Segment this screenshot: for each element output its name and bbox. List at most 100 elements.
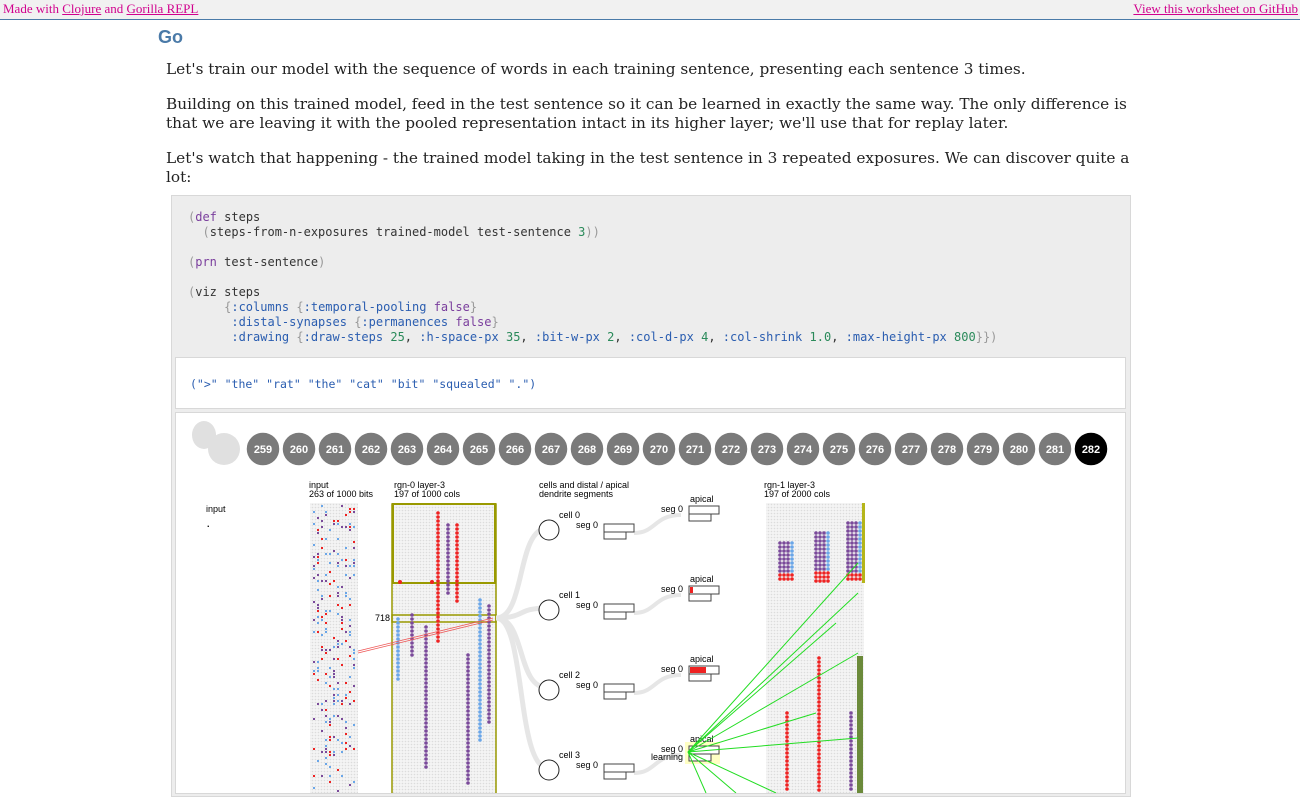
timestep-263[interactable]: 263	[389, 431, 425, 467]
timestep-274[interactable]: 274	[785, 431, 821, 467]
timestep-265[interactable]: 265	[461, 431, 497, 467]
timestep-label: 282	[1082, 444, 1100, 456]
input-bits-layer[interactable]	[310, 503, 358, 793]
seg-label: seg 0	[576, 600, 598, 610]
timestep-label: 261	[326, 444, 344, 456]
timestep-266[interactable]: 266	[497, 431, 533, 467]
timestep-264[interactable]: 264	[425, 431, 461, 467]
and-text: and	[104, 1, 124, 16]
cells-col-title: cells and distal / apical	[539, 480, 629, 490]
timestep-label: 269	[614, 444, 632, 456]
seg-label: seg 0	[576, 680, 598, 690]
timestep-label: 275	[830, 444, 848, 456]
console-output: (">" "the" "rat" "the" "cat" "bit" "sque…	[175, 357, 1126, 409]
paragraph-2: Building on this trained model, feed in …	[166, 95, 1127, 132]
made-with-text: Made with	[3, 1, 59, 16]
apical-synapses	[687, 562, 859, 793]
timestep-label: 278	[938, 444, 956, 456]
segment-fan	[495, 525, 549, 771]
clojure-link[interactable]: Clojure	[62, 1, 102, 16]
timestep-label: 273	[758, 444, 776, 456]
input-col-sub: 263 of 1000 bits	[309, 489, 374, 499]
output-text: (">" "the" "rat" "the" "cat" "bit" "sque…	[190, 377, 537, 391]
timestep-label: 279	[974, 444, 992, 456]
timestep-label: 281	[1046, 444, 1064, 456]
cell-label: cell 2	[559, 670, 580, 680]
section-heading: Go	[158, 27, 183, 47]
rgn0-layer[interactable]	[391, 503, 497, 793]
timestep-276[interactable]: 276	[857, 431, 893, 467]
seg-label: seg 0	[576, 760, 598, 770]
timeline: 259 260 261 262 263 264 265 266 267 268 269 270 271 2…	[192, 421, 1109, 467]
timestep-267[interactable]: 267	[533, 431, 569, 467]
learning-label: learning	[651, 752, 683, 762]
timestep-268[interactable]: 268	[569, 431, 605, 467]
timestep-label: 265	[470, 444, 488, 456]
input-sense-value: .	[207, 519, 210, 529]
input-sense-title: input	[206, 504, 226, 514]
input-col-title: input	[309, 480, 329, 490]
timestep-280[interactable]: 280	[1001, 431, 1037, 467]
timestep-282[interactable]: 282	[1073, 431, 1109, 467]
timestep-label: 262	[362, 444, 380, 456]
cell-label: cell 1	[559, 590, 580, 600]
apical-seg-label: seg 0	[661, 744, 683, 754]
timestep-275[interactable]: 275	[821, 431, 857, 467]
apical-seg-label: seg 0	[661, 584, 683, 594]
timestep-label: 266	[506, 444, 524, 456]
timestep-label: 280	[1010, 444, 1028, 456]
rgn1-col-sub: 197 of 2000 cols	[764, 489, 831, 499]
top-bar: Made with Clojure and Gorilla REPL View …	[0, 0, 1300, 20]
viz-output: 259 260 261 262 263 264 265 266 267 268 269 270 271 2…	[175, 412, 1126, 794]
timestep-label: 264	[434, 444, 453, 456]
rgn0-col-sub: 197 of 1000 cols	[394, 489, 461, 499]
timestep-269[interactable]: 269	[605, 431, 641, 467]
apical-seg-label: seg 0	[661, 504, 683, 514]
timestep-label: 260	[290, 444, 308, 456]
paragraph-1: Let's train our model with the sequence …	[166, 60, 1026, 78]
timestep-270[interactable]: 270	[641, 431, 677, 467]
timestep-273[interactable]: 273	[749, 431, 785, 467]
timestep-label: 271	[686, 444, 704, 456]
made-with-note: Made with Clojure and Gorilla REPL	[3, 1, 198, 17]
timestep-279[interactable]: 279	[965, 431, 1001, 467]
cell-label: cell 3	[559, 750, 580, 760]
cell-label: cell 0	[559, 510, 580, 520]
timestep-label: 274	[794, 444, 813, 456]
paragraph-3: Let's watch that happening - the trained…	[166, 149, 1130, 186]
timestep-277[interactable]: 277	[893, 431, 929, 467]
seg-label: seg 0	[576, 520, 598, 530]
github-link[interactable]: View this worksheet on GitHub	[1133, 1, 1298, 16]
timestep-272[interactable]: 272	[713, 431, 749, 467]
timestep-label: 277	[902, 444, 920, 456]
apical-label: apical	[690, 654, 714, 664]
timeline-scroll-back[interactable]	[208, 433, 240, 465]
timestep-278[interactable]: 278	[929, 431, 965, 467]
timestep-label: 270	[650, 444, 668, 456]
code-editor[interactable]: (def steps (steps-from-n-exposures train…	[188, 210, 998, 344]
timestep-label: 276	[866, 444, 884, 456]
timestep-259[interactable]: 259	[245, 431, 281, 467]
timestep-261[interactable]: 261	[317, 431, 353, 467]
gorilla-repl-link[interactable]: Gorilla REPL	[126, 1, 199, 16]
timestep-281[interactable]: 281	[1037, 431, 1073, 467]
apical-label: apical	[690, 574, 714, 584]
timestep-label: 263	[398, 444, 416, 456]
apical-seg-label: seg 0	[661, 664, 683, 674]
timestep-262[interactable]: 262	[353, 431, 389, 467]
timestep-label: 272	[722, 444, 740, 456]
timestep-label: 259	[254, 444, 272, 456]
rgn1-layer[interactable]	[766, 503, 865, 793]
htm-visualization: 259 260 261 262 263 264 265 266 267 268 269 270 271 2…	[192, 421, 1109, 793]
timestep-271[interactable]: 271	[677, 431, 713, 467]
timestep-label: 267	[542, 444, 560, 456]
rgn0-col-title: rgn-0 layer-3	[394, 480, 445, 490]
timestep-label: 268	[578, 444, 596, 456]
cells-col-sub: dendrite segments	[539, 489, 614, 499]
timestep-260[interactable]: 260	[281, 431, 317, 467]
